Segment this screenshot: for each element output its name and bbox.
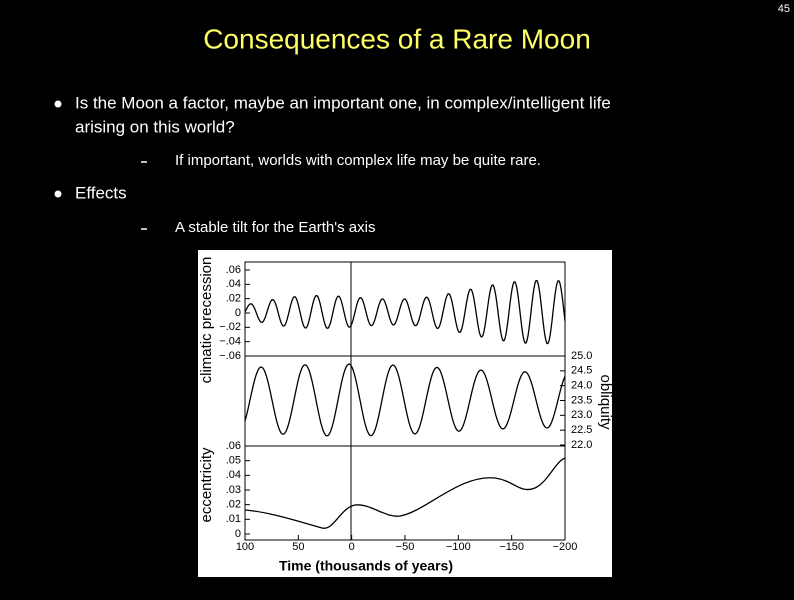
precession-curve <box>244 279 566 345</box>
x-tick-label: −100 <box>446 541 471 553</box>
figure: climatic precession obliquity eccentrici… <box>198 250 614 577</box>
y-tick-label: 23.5 <box>571 394 592 406</box>
page-number: 45 <box>778 3 790 15</box>
x-tick-label: 50 <box>292 541 304 553</box>
figure-background <box>198 250 612 577</box>
x-tick-label: −150 <box>499 541 524 553</box>
y-tick-label: .04 <box>226 469 241 481</box>
y-tick-label: 0 <box>235 528 241 540</box>
x-tick-label: −200 <box>553 541 578 553</box>
y-tick-label: .04 <box>226 278 241 290</box>
y-tick-label: 24.0 <box>571 380 592 392</box>
bullet <box>54 190 62 198</box>
y-tick-label: −.04 <box>219 336 241 348</box>
bullet-text: Is the Moon a factor, maybe an important… <box>75 93 611 112</box>
y-tick-label: .02 <box>226 499 241 511</box>
y-tick-label: 0 <box>235 307 241 319</box>
y-tick-label: 24.5 <box>571 365 592 377</box>
bullet <box>54 100 62 108</box>
y-tick-label: 22.0 <box>571 439 592 451</box>
y-tick-label: 22.5 <box>571 424 592 436</box>
x-tick-label: 0 <box>349 541 355 553</box>
y-tick-label: .01 <box>226 513 241 525</box>
bullet-text: Effects <box>75 183 127 202</box>
y-axis-label: obliquity <box>597 374 614 430</box>
y-tick-label: .06 <box>226 264 241 276</box>
y-tick-label: 23.0 <box>571 409 592 421</box>
bullet-text: arising on this world? <box>75 117 235 136</box>
y-tick-label: .05 <box>226 455 241 467</box>
x-tick-label: 100 <box>236 541 254 553</box>
y-tick-label: .03 <box>226 484 241 496</box>
eccentricity-curve <box>244 457 566 529</box>
x-axis-label: Time (thousands of years) <box>279 558 453 574</box>
y-axis-label: climatic precession <box>198 257 215 384</box>
slide-title: Consequences of a Rare Moon <box>203 23 591 54</box>
y-axis-label: eccentricity <box>198 447 215 523</box>
y-tick-label: −.06 <box>219 350 241 362</box>
x-tick-label: −50 <box>396 541 415 553</box>
sub-bullet-text: If important, worlds with complex life m… <box>175 152 541 169</box>
y-tick-label: .02 <box>226 293 241 305</box>
obliquity-curve <box>244 363 566 437</box>
y-tick-label: −.02 <box>219 321 241 333</box>
y-tick-label: .06 <box>226 440 241 452</box>
sub-bullet-text: A stable tilt for the Earth's axis <box>175 219 375 236</box>
y-tick-label: 25.0 <box>571 350 592 362</box>
